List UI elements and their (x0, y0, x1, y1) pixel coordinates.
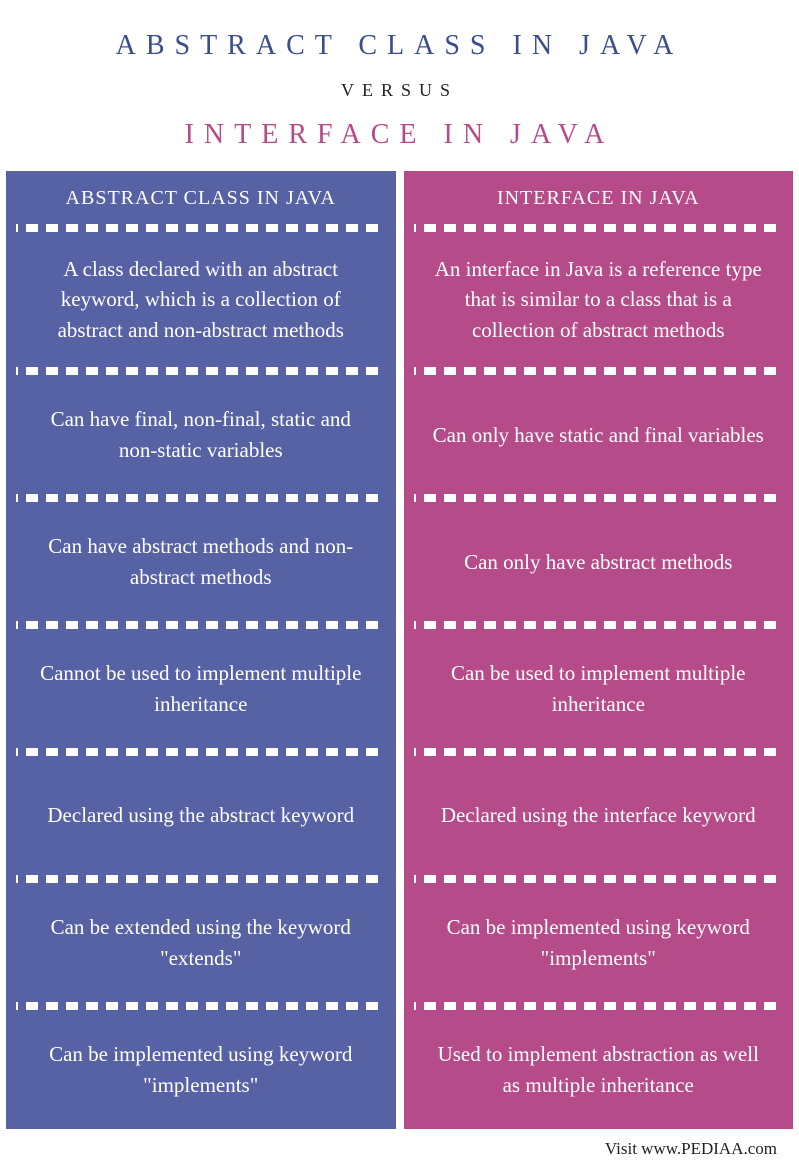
header: ABSTRACT CLASS IN JAVA VERSUS INTERFACE … (0, 0, 799, 171)
row-divider (16, 367, 386, 375)
comparison-columns: ABSTRACT CLASS IN JAVA A class declared … (0, 171, 799, 1129)
comparison-cell: Can only have abstract methods (404, 502, 794, 621)
row-divider (16, 1002, 386, 1010)
comparison-cell: A class declared with an abstract keywor… (6, 232, 396, 367)
right-column: INTERFACE IN JAVA An interface in Java i… (404, 171, 794, 1129)
infographic-container: ABSTRACT CLASS IN JAVA VERSUS INTERFACE … (0, 0, 799, 1169)
title-top: ABSTRACT CLASS IN JAVA (20, 30, 779, 62)
row-divider (16, 224, 386, 232)
footer-credit: Visit www.PEDIAA.com (0, 1129, 799, 1169)
row-divider (16, 875, 386, 883)
row-divider (16, 748, 386, 756)
row-divider (16, 621, 386, 629)
comparison-cell: Can be extended using the keyword "exten… (6, 883, 396, 1002)
comparison-cell: Can be implemented using keyword "implem… (404, 883, 794, 1002)
row-divider (414, 875, 784, 883)
row-divider (414, 494, 784, 502)
comparison-cell: Declared using the interface keyword (404, 756, 794, 875)
left-column: ABSTRACT CLASS IN JAVA A class declared … (6, 171, 396, 1129)
row-divider (414, 748, 784, 756)
comparison-cell: Used to implement abstraction as well as… (404, 1010, 794, 1129)
row-divider (414, 1002, 784, 1010)
comparison-cell: Declared using the abstract keyword (6, 756, 396, 875)
comparison-cell: Can be implemented using keyword "implem… (6, 1010, 396, 1129)
comparison-cell: Can be used to implement multiple inheri… (404, 629, 794, 748)
row-divider (16, 494, 386, 502)
title-bottom: INTERFACE IN JAVA (20, 119, 779, 151)
row-divider (414, 224, 784, 232)
row-divider (414, 621, 784, 629)
comparison-cell: Can have final, non-final, static and no… (6, 375, 396, 494)
versus-label: VERSUS (20, 80, 779, 101)
comparison-cell: An interface in Java is a reference type… (404, 232, 794, 367)
comparison-cell: Can only have static and final variables (404, 375, 794, 494)
row-divider (414, 367, 784, 375)
right-column-header: INTERFACE IN JAVA (404, 171, 794, 224)
left-column-header: ABSTRACT CLASS IN JAVA (6, 171, 396, 224)
comparison-cell: Can have abstract methods and non-abstra… (6, 502, 396, 621)
comparison-cell: Cannot be used to implement multiple inh… (6, 629, 396, 748)
